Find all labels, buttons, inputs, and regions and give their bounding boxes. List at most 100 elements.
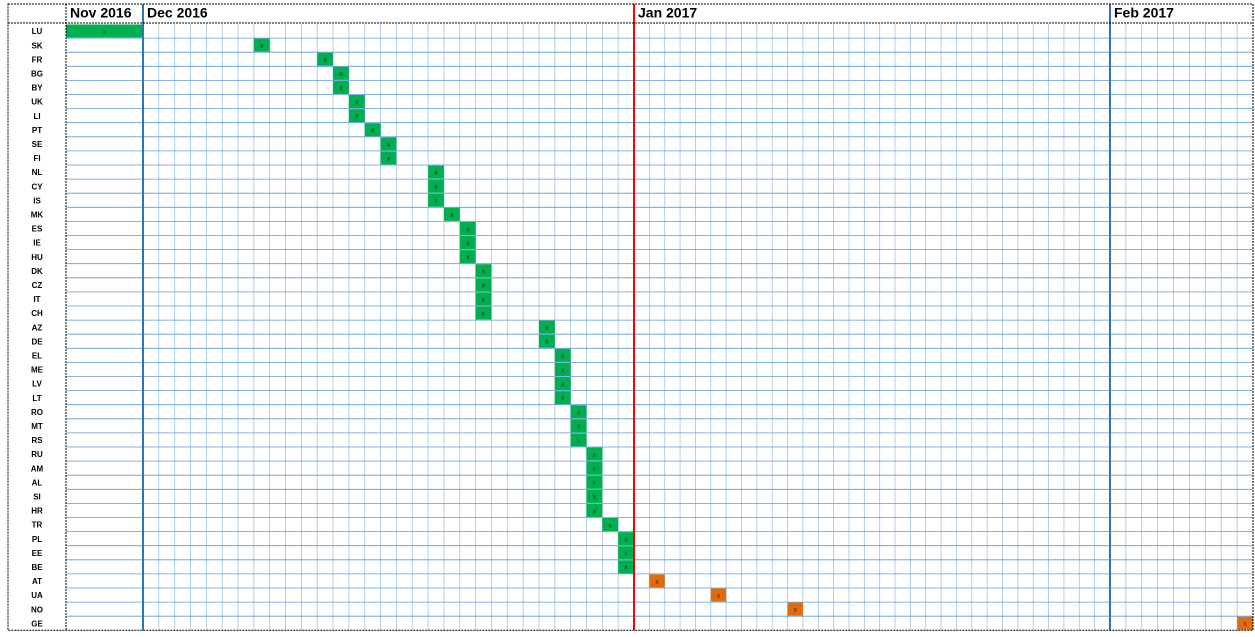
date-cell [428, 179, 444, 193]
country-code: PL [32, 535, 42, 544]
date-cell [428, 193, 444, 207]
date-cell [586, 475, 603, 489]
country-code: GE [31, 619, 43, 628]
country-code: IE [33, 239, 41, 248]
date-cell [570, 405, 587, 419]
date-cell [459, 221, 476, 235]
country-code: DK [31, 267, 43, 276]
country-code: BY [31, 84, 43, 93]
date-cell [538, 334, 555, 348]
country-code: AM [31, 464, 44, 473]
date-cell [618, 546, 634, 560]
date-cell [586, 461, 603, 475]
cell-marker: x [577, 410, 581, 417]
country-code: AZ [32, 323, 43, 332]
date-cell [554, 348, 571, 362]
date-cell [253, 38, 270, 52]
cell-marker: x [717, 593, 721, 600]
country-code: PT [32, 126, 42, 135]
date-cell [333, 80, 349, 94]
country-code: LV [32, 380, 42, 389]
date-cell [66, 24, 143, 38]
country-code: LT [32, 394, 41, 403]
country-code: RO [31, 408, 43, 417]
date-cell [554, 391, 571, 405]
date-cell [348, 109, 365, 123]
date-cell [317, 52, 334, 66]
cell-marker: x [593, 480, 597, 487]
cell-marker: x [339, 71, 343, 78]
date-cell [586, 447, 603, 461]
cell-marker: x [387, 142, 391, 149]
cell-marker: x [655, 579, 659, 586]
date-cell [602, 518, 619, 532]
cell-marker: x [323, 57, 327, 64]
cell-marker: x [466, 240, 470, 247]
country-code: NO [31, 605, 43, 614]
cell-marker: x [387, 156, 391, 163]
country-code: ES [32, 225, 43, 234]
country-code: TR [32, 521, 43, 530]
country-code: CZ [32, 281, 43, 290]
cell-marker: x [561, 367, 565, 374]
country-code: IT [33, 295, 40, 304]
cell-marker: x [545, 325, 549, 332]
cell-marker: x [1243, 621, 1247, 628]
date-cell [554, 362, 571, 376]
month-label: Feb 2017 [1114, 5, 1174, 21]
cell-marker: x [355, 99, 359, 106]
cell-marker: x [450, 212, 454, 219]
date-cell [710, 588, 727, 602]
country-code: EL [32, 351, 42, 360]
date-cell [1237, 616, 1253, 630]
date-cell [443, 207, 460, 221]
country-code: SE [32, 140, 43, 149]
country-code: IS [33, 196, 41, 205]
cell-marker: x [577, 438, 581, 445]
cell-marker: x [371, 128, 375, 135]
date-cell [475, 278, 492, 292]
country-code: CH [31, 309, 43, 318]
cell-marker: x [545, 339, 549, 346]
month-label: Jan 2017 [638, 5, 697, 21]
date-cell [787, 602, 803, 616]
date-cell [475, 306, 492, 320]
date-cell [459, 250, 476, 264]
date-cell [618, 560, 634, 574]
date-cell [428, 165, 444, 179]
cell-marker: x [593, 452, 597, 459]
cell-marker: x [434, 198, 438, 205]
date-cell [380, 137, 397, 151]
country-code: MT [31, 422, 43, 431]
date-cell [570, 419, 587, 433]
cell-marker: x [593, 494, 597, 501]
date-cell [380, 151, 397, 165]
country-code: SI [33, 492, 41, 501]
cell-marker: x [561, 353, 565, 360]
cell-marker: x [624, 565, 628, 572]
country-code: DE [31, 337, 43, 346]
country-code: HU [31, 253, 43, 262]
country-code: NL [32, 168, 43, 177]
cell-marker: x [355, 113, 359, 120]
cell-marker: x [593, 466, 597, 473]
cell-marker: x [482, 311, 486, 318]
country-code: AL [32, 478, 43, 487]
country-code: SK [31, 41, 42, 50]
country-code: BE [31, 563, 43, 572]
date-cell [475, 292, 492, 306]
cell-marker: x [561, 381, 565, 388]
country-code: RU [31, 450, 43, 459]
country-code: LI [33, 112, 40, 121]
date-cell [586, 489, 603, 503]
date-cell [554, 377, 571, 391]
date-cell [364, 123, 381, 137]
date-cell [570, 433, 587, 447]
date-cell [333, 66, 349, 80]
country-code: CY [31, 182, 43, 191]
country-code: RS [31, 436, 43, 445]
cell-marker: x [482, 269, 486, 276]
cell-marker: x [260, 43, 264, 50]
cell-marker: x [434, 170, 438, 177]
cell-marker: x [482, 297, 486, 304]
